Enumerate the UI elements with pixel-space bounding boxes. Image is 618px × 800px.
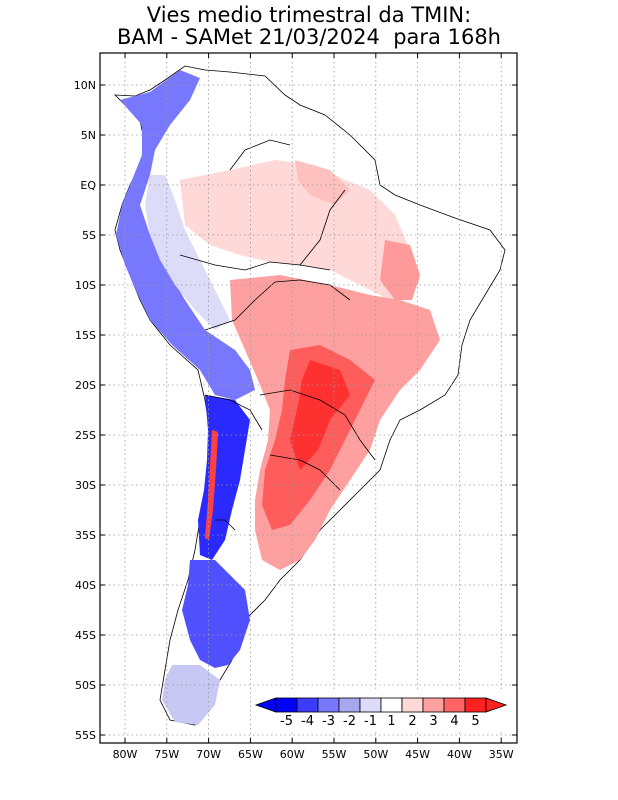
colorbar-label: -3 xyxy=(322,714,335,729)
map-title-line2: BAM - SAMet 21/03/2024 para 168h xyxy=(116,25,501,49)
colorbar-label: -2 xyxy=(343,714,356,729)
field-negative-patagonia xyxy=(182,560,250,668)
lon-tick-label: 65W xyxy=(238,748,263,761)
lon-tick-label: 50W xyxy=(363,748,388,761)
colorbar-label: -4 xyxy=(301,714,314,729)
field-positive-northeast xyxy=(380,240,420,300)
colorbar-swatch xyxy=(296,697,319,713)
field-positive-max xyxy=(290,360,350,470)
colorbar-swatch xyxy=(380,697,403,713)
lon-tick-label: 80W xyxy=(113,748,138,761)
lon-tick-label: 45W xyxy=(405,748,430,761)
map-axis-ticks: 10N 5N EQ 5S 10S 15S 20S 25S 30S 35S 40S 45S 50S 55S 8… xyxy=(74,53,517,761)
lat-tick-label: 50S xyxy=(75,679,96,692)
lat-tick-label: 30S xyxy=(75,479,96,492)
map-frame xyxy=(99,52,518,744)
lat-tick-label: EQ xyxy=(80,179,96,192)
colorbar-label: 2 xyxy=(408,714,416,729)
lon-tick-label: 40W xyxy=(447,748,472,761)
colorbar-swatch xyxy=(317,697,340,713)
lat-tick-label: 10N xyxy=(74,79,96,92)
lon-tick-label: 70W xyxy=(196,748,221,761)
map-gridlines xyxy=(100,53,517,743)
lon-tick-label: 60W xyxy=(280,748,305,761)
lat-tick-label: 45S xyxy=(75,629,96,642)
lon-tick-label: 55W xyxy=(322,748,347,761)
colorbar-arrow-high xyxy=(485,697,508,713)
colorbar-label: 4 xyxy=(450,714,458,729)
colorbar-label: -1 xyxy=(364,714,377,729)
lat-tick-label: 35S xyxy=(75,529,96,542)
colorbar-swatch xyxy=(443,697,466,713)
colorbar-swatch xyxy=(359,697,382,713)
lat-tick-label: 20S xyxy=(75,379,96,392)
field-negative-tierra-del-fuego xyxy=(162,665,220,725)
colorbar-swatch xyxy=(275,697,298,713)
colorbar-label: -5 xyxy=(280,714,293,729)
colorbar-swatch xyxy=(401,697,424,713)
lon-tick-label: 75W xyxy=(154,748,179,761)
field-positive-amazon xyxy=(180,160,420,300)
lon-tick-label: 35W xyxy=(489,748,514,761)
colorbar-swatch xyxy=(338,697,361,713)
country-borders xyxy=(179,139,376,531)
lat-tick-label: 55S xyxy=(75,729,96,742)
colorbar-label: 5 xyxy=(471,714,479,729)
lat-tick-label: 10S xyxy=(75,279,96,292)
colorbar-label: 1 xyxy=(387,714,395,729)
colorbar-swatch xyxy=(422,697,445,713)
lat-tick-label: 5N xyxy=(81,129,96,142)
colorbar: -5 -4 -3 -2 -1 1 2 3 4 5 xyxy=(254,692,516,732)
colorbar-swatch xyxy=(464,697,487,713)
lat-tick-label: 40S xyxy=(75,579,96,592)
map-field-layer xyxy=(113,65,506,726)
lat-tick-label: 15S xyxy=(75,329,96,342)
field-negative-andes-north xyxy=(116,70,255,400)
map-title-line1: Vies medio trimestral da TMIN: xyxy=(146,3,472,27)
colorbar-label: 3 xyxy=(429,714,437,729)
lat-tick-label: 5S xyxy=(82,229,96,242)
field-positive-north-amazon xyxy=(295,160,350,205)
field-light-blue-coast xyxy=(145,175,230,330)
lat-tick-label: 25S xyxy=(75,429,96,442)
